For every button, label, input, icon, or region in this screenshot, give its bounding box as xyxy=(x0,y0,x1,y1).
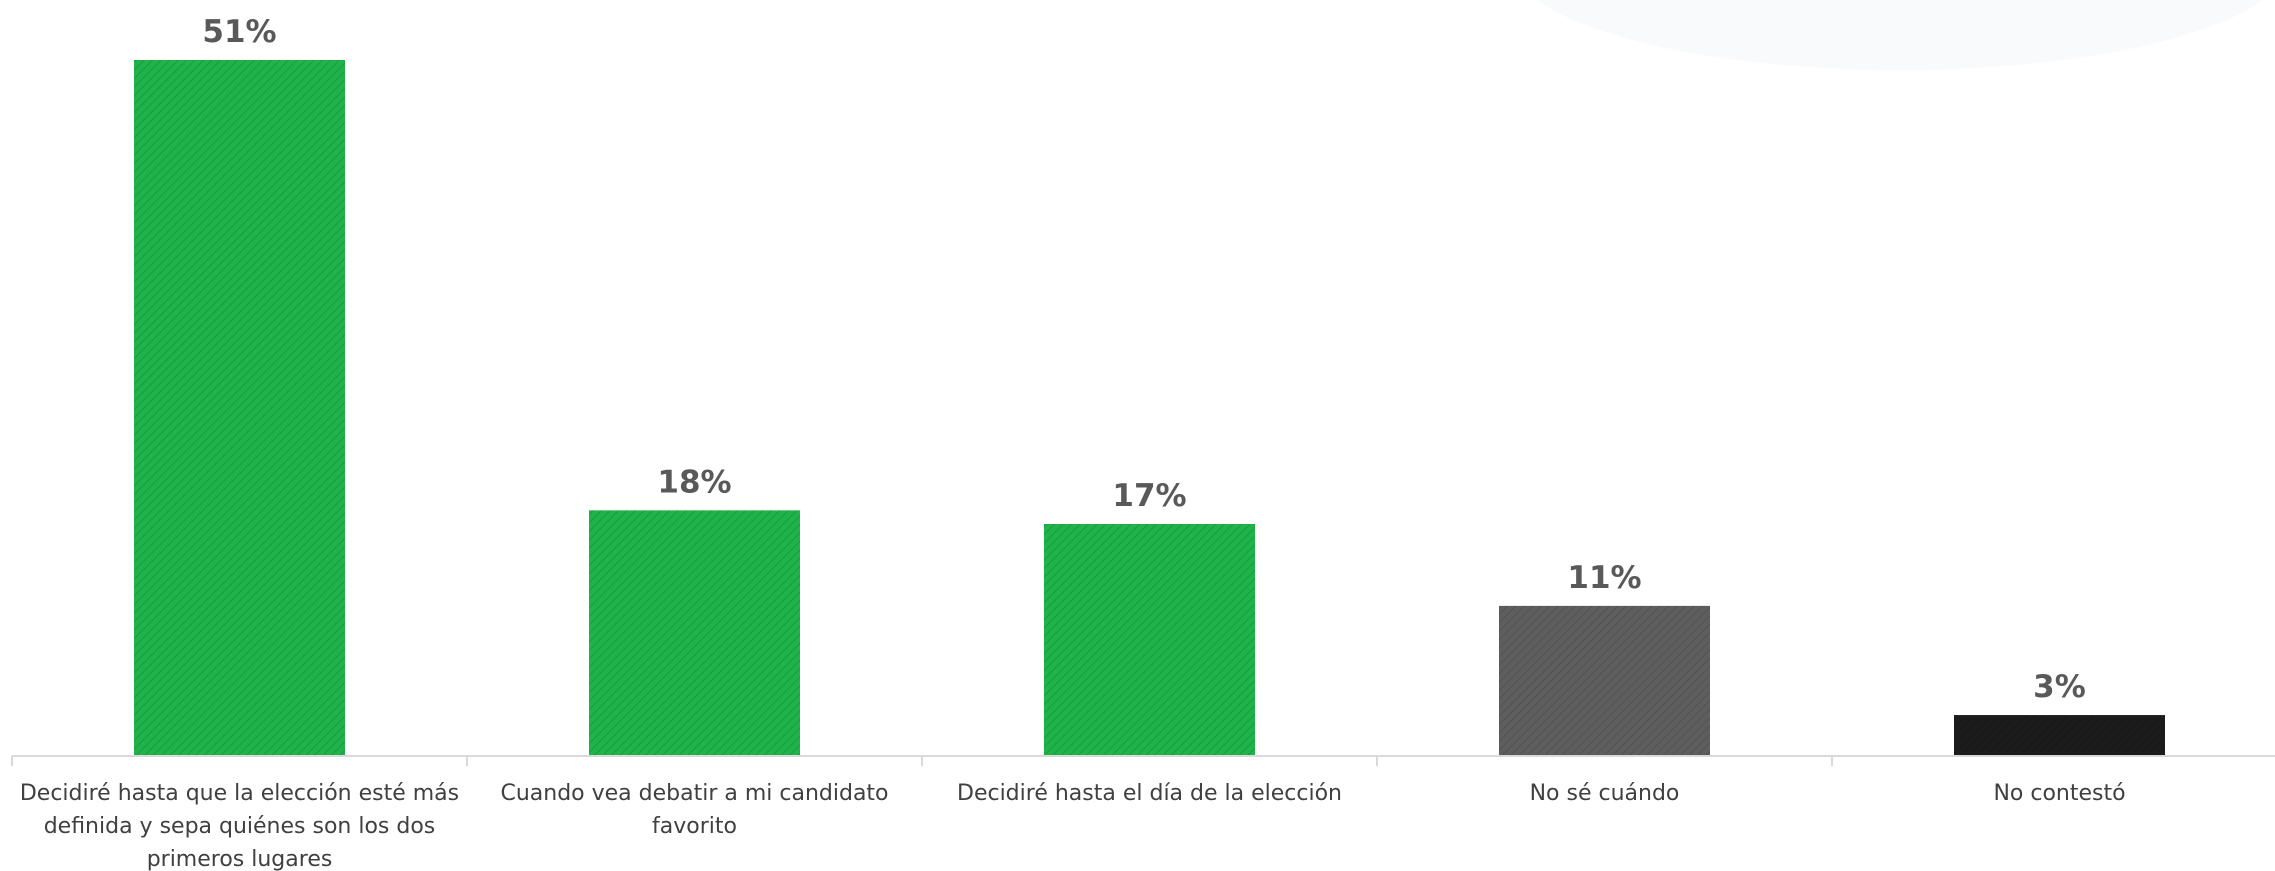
x-tick-label-line: Decidiré hasta que la elección esté más xyxy=(20,781,459,806)
x-tick-label-line: Decidiré hasta el día de la elección xyxy=(957,781,1342,806)
bars-layer xyxy=(134,60,2165,756)
x-tick-label: Cuando vea debatir a mi candidato favorit… xyxy=(500,781,888,839)
bar xyxy=(589,510,800,756)
x-tick-label-line: Cuando vea debatir a mi candidato xyxy=(500,781,888,806)
x-tick-label: No sé cuándo xyxy=(1530,781,1680,806)
data-label: 51% xyxy=(202,14,276,50)
x-tick-label-line: No contestó xyxy=(1993,781,2125,806)
bar xyxy=(134,60,345,756)
category-labels: Decidiré hasta que la elección esté más d… xyxy=(20,781,2126,871)
data-label: 17% xyxy=(1112,478,1186,514)
x-tick-label-line: favorito xyxy=(652,814,737,839)
background-shape xyxy=(1536,0,2264,70)
x-tick-label-line: No sé cuándo xyxy=(1530,781,1680,806)
x-tick-label: Decidiré hasta el día de la elección xyxy=(957,781,1342,806)
value-labels: 51% 18% 17% 11% 3% xyxy=(202,14,2085,705)
bar xyxy=(1954,715,2165,756)
x-axis xyxy=(11,755,2275,766)
bar xyxy=(1499,605,1710,756)
x-tick-label-line: primeros lugares xyxy=(147,847,333,871)
data-label: 11% xyxy=(1567,560,1641,596)
bar xyxy=(1044,524,1255,756)
data-label: 3% xyxy=(2033,669,2086,705)
x-tick-label-line: definida y sepa quiénes son los dos xyxy=(44,814,436,839)
x-tick-label: Decidiré hasta que la elección esté más d… xyxy=(20,781,459,871)
x-tick-label: No contestó xyxy=(1993,781,2125,806)
data-label: 18% xyxy=(657,464,731,500)
